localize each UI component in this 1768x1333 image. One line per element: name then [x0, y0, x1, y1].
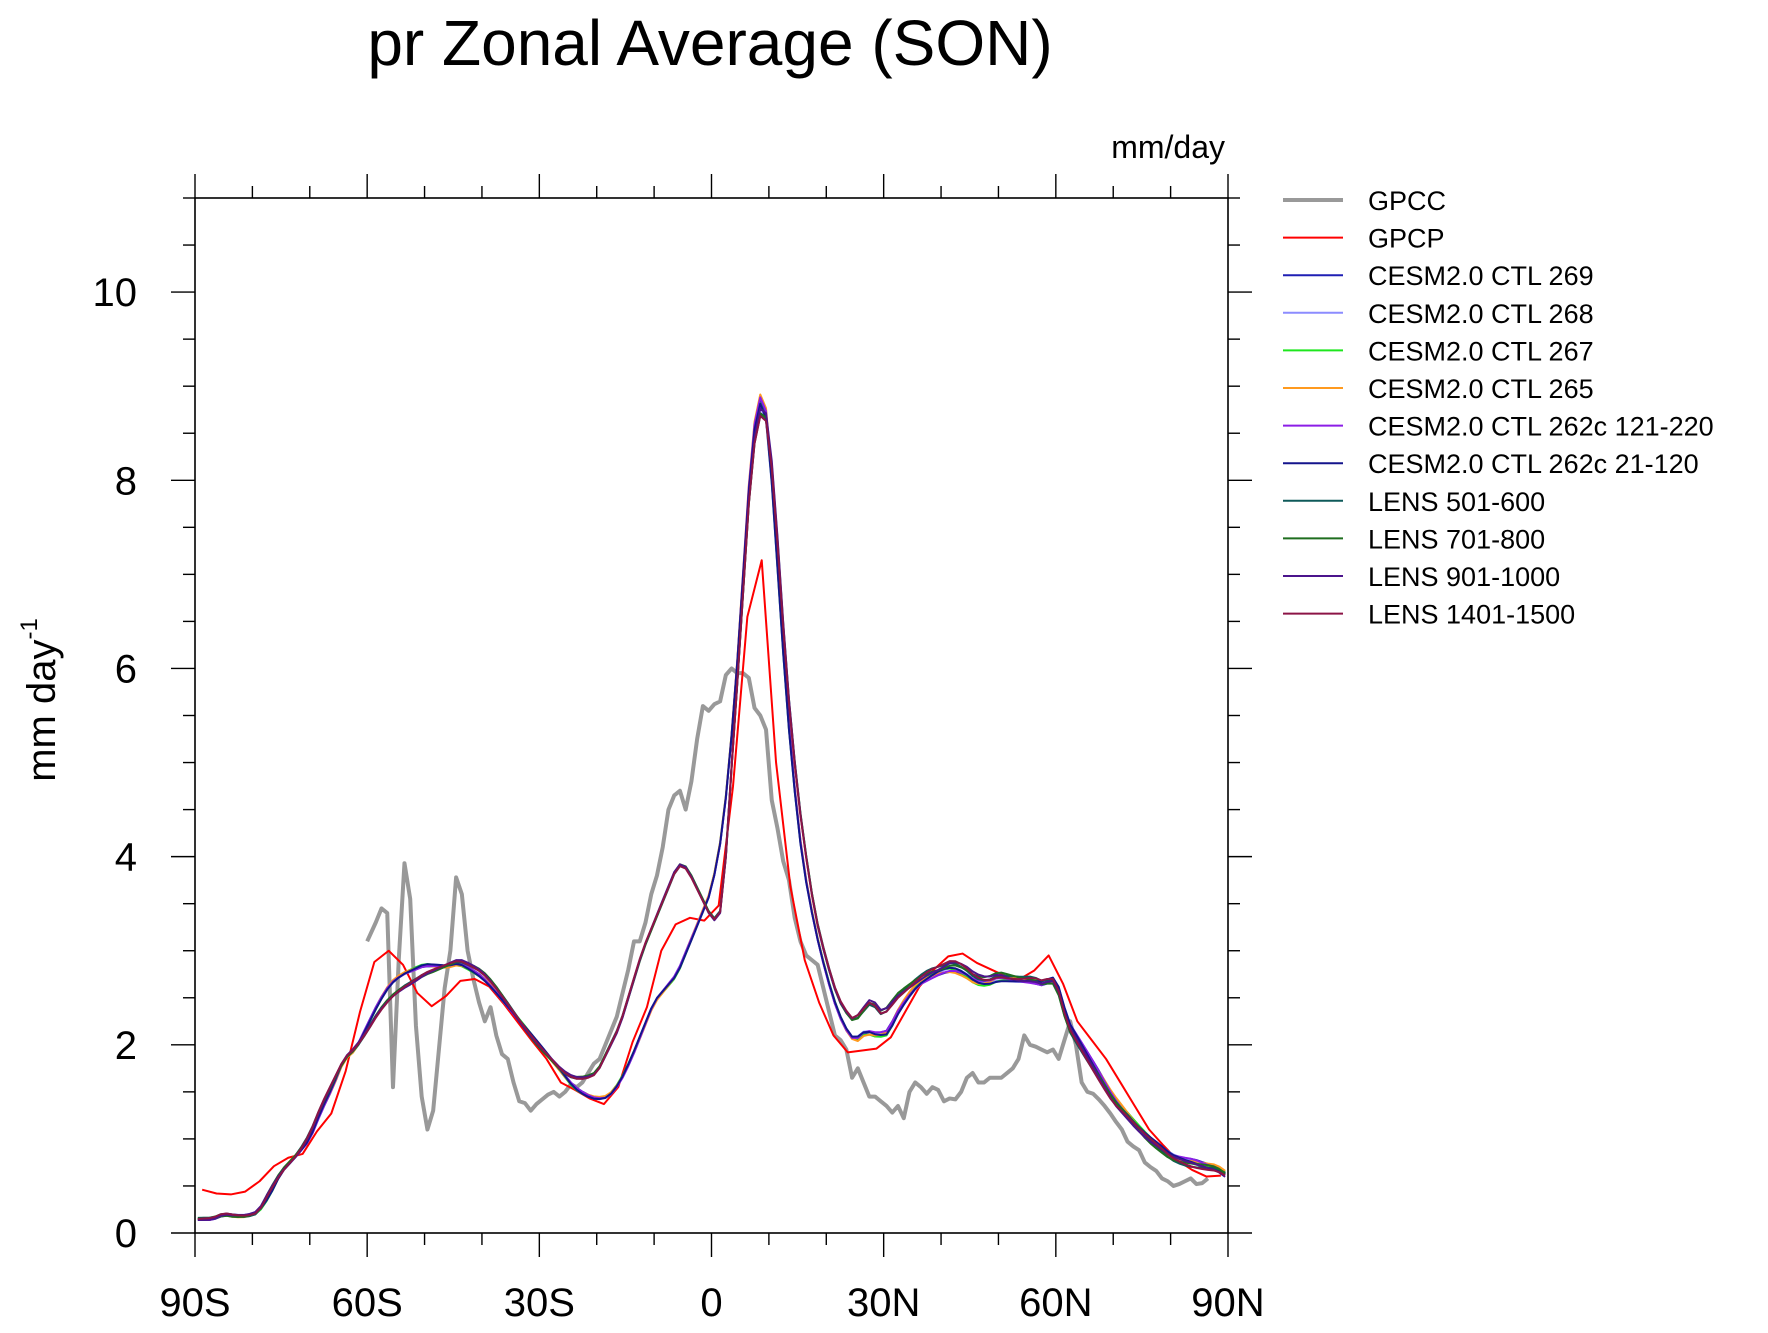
plot-lines — [197, 393, 1226, 1222]
legend: GPCC GPCP CESM2.0 CTL 269 CESM2.0 CTL 268 CE… — [1283, 186, 1714, 630]
series-line-cesm2-0-ctl-268 — [197, 405, 1226, 1221]
y-axis-label: mm day-1 — [16, 618, 64, 782]
series-line-gpcp — [201, 559, 1221, 1196]
y-tick-label: 4 — [115, 836, 137, 880]
legend-label: GPCC — [1368, 186, 1446, 216]
x-tick-label: 60S — [332, 1281, 403, 1325]
legend-label: CESM2.0 CTL 268 — [1368, 299, 1594, 329]
plot-axes — [171, 174, 1252, 1257]
x-tick-label: 90S — [159, 1281, 230, 1325]
legend-label: LENS 901-1000 — [1368, 562, 1560, 592]
y-tick-label: 2 — [115, 1024, 137, 1068]
x-tick-label: 30S — [504, 1281, 575, 1325]
x-tick-label: 90N — [1191, 1281, 1264, 1325]
series-line-cesm2-0-ctl-267 — [197, 402, 1226, 1220]
series-line-gpcc — [365, 666, 1210, 1188]
y-tick-labels: 0 2 4 6 8 10 — [93, 271, 138, 1256]
series-line-cesm2-0-ctl-265 — [197, 393, 1226, 1220]
units-label: mm/day — [1111, 129, 1225, 165]
series-line-lens-1401-1500 — [197, 414, 1226, 1220]
chart-title: pr Zonal Average (SON) — [367, 7, 1052, 79]
series-line-cesm2-0-ctl-262c-121-220 — [197, 396, 1226, 1222]
legend-label: LENS 701-800 — [1368, 524, 1545, 554]
y-tick-label: 0 — [115, 1212, 137, 1256]
legend-label: GPCP — [1368, 224, 1445, 254]
series-line-cesm2-0-ctl-269 — [197, 399, 1226, 1221]
y-tick-label: 8 — [115, 459, 137, 503]
legend-label: CESM2.0 CTL 267 — [1368, 336, 1594, 366]
plot-frame — [194, 197, 1229, 1234]
legend-label: LENS 1401-1500 — [1368, 600, 1575, 630]
series-line-cesm2-0-ctl-262c-21-120 — [197, 402, 1226, 1221]
series-line-lens-501-600 — [197, 414, 1226, 1219]
legend-label: CESM2.0 CTL 262c 121-220 — [1368, 412, 1714, 442]
series-line-lens-701-800 — [197, 412, 1226, 1221]
legend-label: CESM2.0 CTL 269 — [1368, 261, 1594, 291]
x-tick-label: 60N — [1019, 1281, 1092, 1325]
x-tick-labels: 90S 60S 30S 0 30N 60N 90N — [159, 1281, 1264, 1325]
legend-label: CESM2.0 CTL 262c 21-120 — [1368, 449, 1699, 479]
series-line-lens-901-1000 — [197, 407, 1226, 1222]
legend-label: CESM2.0 CTL 265 — [1368, 374, 1594, 404]
x-tick-label: 30N — [847, 1281, 920, 1325]
x-tick-label: 0 — [700, 1281, 722, 1325]
y-tick-label: 6 — [115, 647, 137, 691]
legend-label: LENS 501-600 — [1368, 487, 1545, 517]
y-tick-label: 10 — [93, 271, 138, 315]
